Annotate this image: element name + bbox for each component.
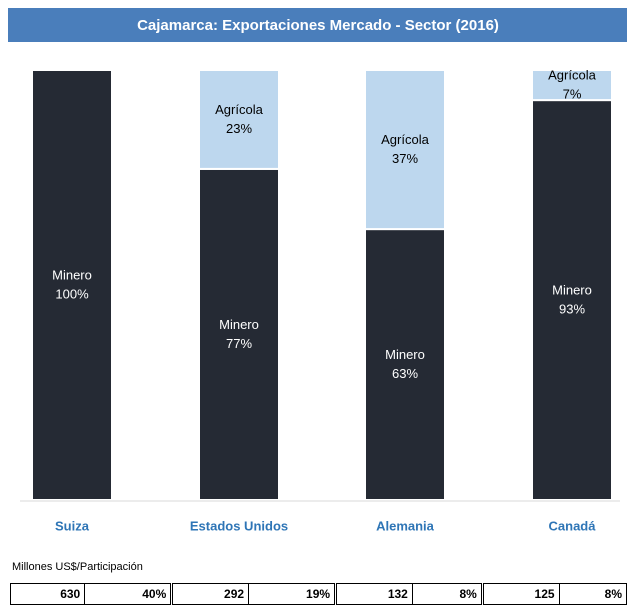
x-tick-label: Estados Unidos [190,518,288,533]
bar-segment [198,167,280,501]
value-label: 23% [226,121,252,136]
bar-segment [364,228,446,501]
bar-segment [31,69,113,501]
table-cell: 19% [248,583,337,605]
series-name: Minero [52,267,92,282]
bar-segment [531,69,613,102]
value-label: 63% [392,366,418,381]
table-cell: 630 [9,583,86,605]
table-cell: 8% [558,583,627,605]
bar-segment [364,69,446,231]
series-name: Agrícola [215,102,263,117]
table-cell: 132 [334,583,413,605]
value-label: 93% [559,301,585,316]
title-bar [8,8,627,42]
table-cell: 292 [170,583,250,605]
value-label: 37% [392,151,418,166]
table-note: Millones US$/Participación [12,561,143,573]
x-tick-label: Alemania [376,518,435,533]
series-name: Agrícola [548,67,596,82]
chart-title: Cajamarca: Exportaciones Mercado - Secto… [137,17,499,34]
value-label: 100% [55,286,89,301]
chart: Cajamarca: Exportaciones Mercado - Secto… [8,8,627,533]
series-name: Agrícola [381,132,429,147]
series-name: Minero [552,282,592,297]
table: 630 40% 292 19% 132 8% 125 8% [9,583,627,605]
value-label: 7% [563,86,582,101]
table-row: 630 40% 292 19% 132 8% 125 8% [9,583,627,605]
series-name: Minero [385,347,425,362]
x-tick-label: Canadá [549,518,597,533]
value-label: 77% [226,336,252,351]
table-cell: 125 [480,583,560,605]
series-name: Minero [219,317,259,332]
table-cell: 8% [411,583,483,605]
bar-segment [531,99,613,501]
x-tick-label: Suiza [55,518,90,533]
bar-segment [198,69,280,170]
table-cell: 40% [84,583,173,605]
